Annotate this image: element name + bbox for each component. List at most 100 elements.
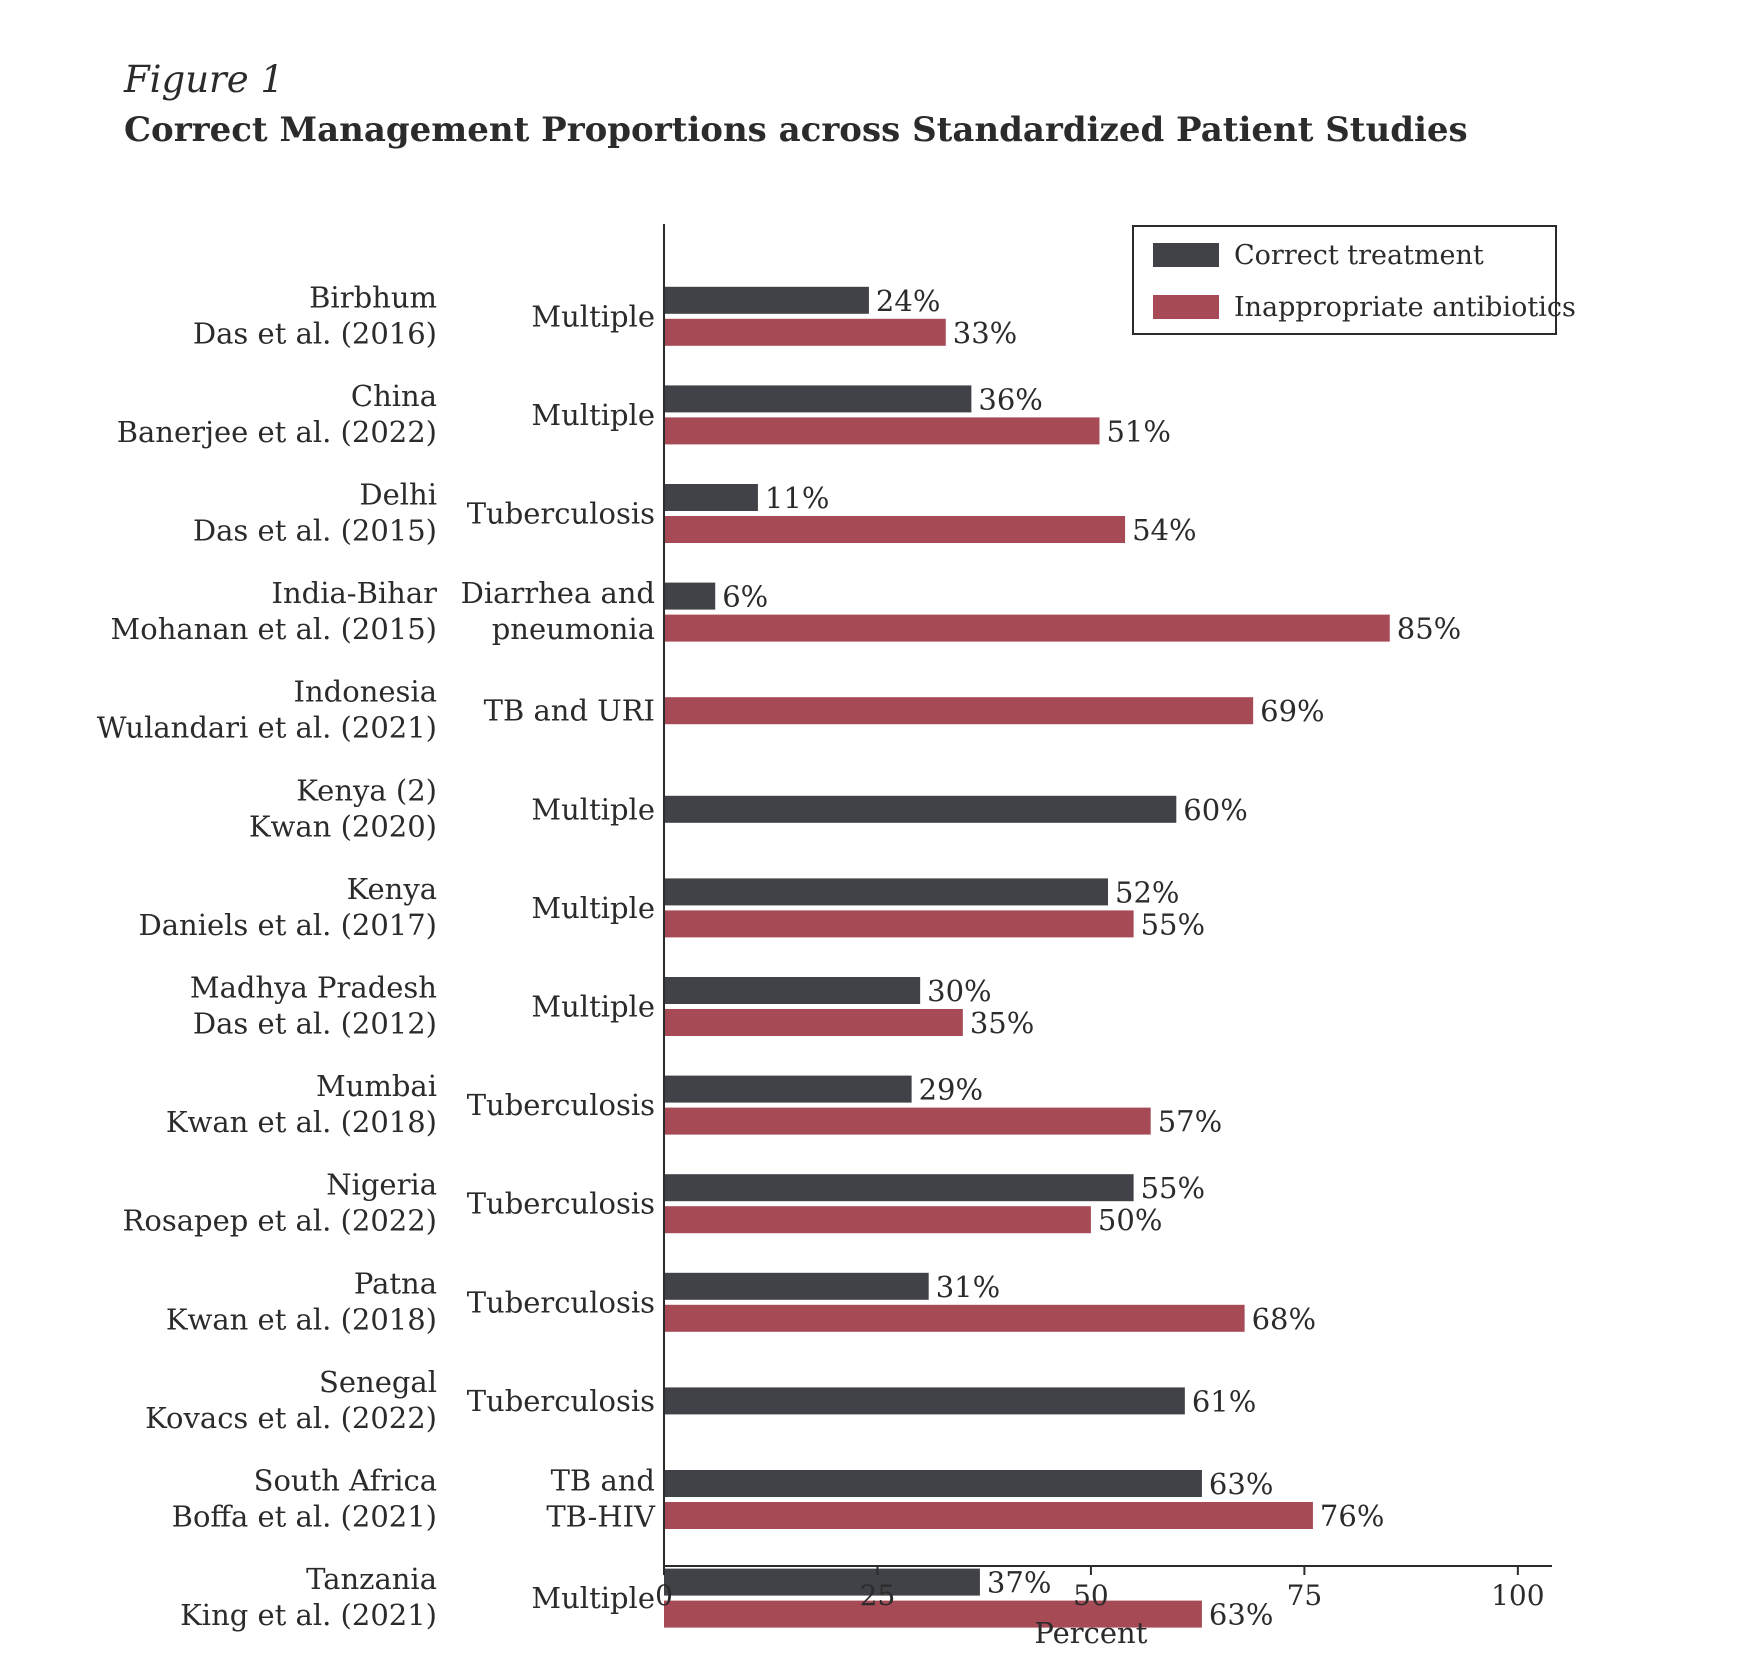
inappropriate-bar xyxy=(664,516,1126,543)
legend-label-correct: Correct treatment xyxy=(1234,240,1484,271)
inappropriate-bar xyxy=(664,697,1254,725)
study-citation-label: Das et al. (2012) xyxy=(193,1007,437,1041)
inappropriate-bar xyxy=(664,1304,1245,1332)
correct-bar xyxy=(664,1174,1134,1202)
study-citation-label: Kwan (2020) xyxy=(249,809,437,843)
study-condition-label: Diarrhea and xyxy=(461,576,655,610)
x-tick-label: 100 xyxy=(1491,1579,1544,1612)
study-citation-label: Banerjee et al. (2022) xyxy=(117,415,437,449)
study-citation-label: Kovacs et al. (2022) xyxy=(145,1401,437,1435)
inappropriate-value-label: 68% xyxy=(1252,1302,1316,1336)
inappropriate-bar xyxy=(664,1009,963,1036)
study-condition-label: Multiple xyxy=(531,398,655,432)
study-citation-label: Kwan et al. (2018) xyxy=(166,1105,437,1139)
correct-value-label: 30% xyxy=(927,974,991,1008)
study-location-label: Delhi xyxy=(359,478,437,512)
correct-bar xyxy=(664,1272,929,1300)
correct-bar xyxy=(664,286,869,314)
figure-title: Correct Management Proportions across St… xyxy=(124,110,1468,150)
correct-bar xyxy=(664,582,716,610)
correct-value-label: 52% xyxy=(1115,875,1179,909)
x-tick-label: 0 xyxy=(655,1579,673,1612)
correct-bar xyxy=(664,878,1108,906)
study-condition-label: Tuberculosis xyxy=(467,1088,655,1122)
study-location-label: Patna xyxy=(354,1266,437,1300)
study-citation-label: Rosapep et al. (2022) xyxy=(123,1204,437,1238)
correct-bar xyxy=(664,1387,1185,1415)
legend-swatch-correct xyxy=(1153,243,1219,267)
study-location-label: Birbhum xyxy=(309,280,437,314)
study-condition-label: TB-HIV xyxy=(546,1500,656,1534)
study-condition-label: Multiple xyxy=(531,891,655,925)
inappropriate-value-label: 54% xyxy=(1132,513,1196,547)
correct-bar xyxy=(664,1470,1202,1497)
correct-value-label: 60% xyxy=(1183,793,1247,827)
inappropriate-bar xyxy=(664,1600,1202,1628)
study-condition-label: Multiple xyxy=(531,990,655,1024)
study-row-5: Kenya (2)Kwan (2020) Multiple 60% xyxy=(249,773,1248,843)
figure-label: Figure 1 xyxy=(124,58,284,101)
correct-bar xyxy=(664,484,758,511)
study-condition-label: Tuberculosis xyxy=(467,1187,655,1221)
study-location-label: Madhya Pradesh xyxy=(190,971,437,1005)
study-location-label: South Africa xyxy=(254,1464,437,1498)
inappropriate-bar xyxy=(664,1107,1151,1135)
correct-value-label: 24% xyxy=(876,284,940,318)
study-citation-label: Wulandari et al. (2021) xyxy=(97,711,437,745)
study-condition-label: Multiple xyxy=(531,1581,655,1615)
study-condition-label: Multiple xyxy=(531,299,655,333)
inappropriate-value-label: 50% xyxy=(1098,1203,1162,1237)
x-tick-label: 25 xyxy=(860,1579,896,1612)
study-condition-label: TB and xyxy=(551,1464,655,1498)
legend-label-inappropriate: Inappropriate antibiotics xyxy=(1234,292,1576,323)
study-citation-label: King et al. (2021) xyxy=(180,1598,437,1632)
study-condition-label: pneumonia xyxy=(492,612,655,646)
correct-value-label: 63% xyxy=(1209,1467,1273,1501)
study-condition-label: Tuberculosis xyxy=(467,1384,655,1418)
inappropriate-value-label: 57% xyxy=(1158,1105,1222,1139)
study-condition-label: Tuberculosis xyxy=(467,497,655,531)
study-citation-label: Das et al. (2016) xyxy=(193,316,437,350)
correct-value-label: 55% xyxy=(1141,1171,1205,1205)
inappropriate-value-label: 51% xyxy=(1106,414,1170,448)
study-location-label: India-Bihar xyxy=(272,576,438,610)
correct-bar xyxy=(664,1568,980,1596)
correct-bar xyxy=(664,385,972,413)
study-condition-label: Tuberculosis xyxy=(467,1285,655,1319)
inappropriate-bar xyxy=(664,1206,1091,1234)
correct-value-label: 36% xyxy=(978,382,1042,416)
inappropriate-value-label: 55% xyxy=(1141,907,1205,941)
correct-value-label: 29% xyxy=(919,1073,983,1107)
inappropriate-bar xyxy=(664,318,946,346)
correct-bar xyxy=(664,977,921,1004)
study-location-label: Kenya xyxy=(347,872,437,906)
chart-axes: 0 25 50 75 100 Percent xyxy=(655,224,1552,1650)
correct-value-label: 31% xyxy=(936,1270,1000,1304)
inappropriate-value-label: 85% xyxy=(1397,612,1461,646)
inappropriate-value-label: 69% xyxy=(1260,694,1324,728)
inappropriate-value-label: 76% xyxy=(1320,1499,1384,1533)
study-location-label: Nigeria xyxy=(326,1168,437,1202)
correct-value-label: 11% xyxy=(765,481,829,515)
study-location-label: Kenya (2) xyxy=(296,773,437,807)
correct-value-label: 37% xyxy=(987,1566,1051,1600)
study-location-label: Tanzania xyxy=(306,1562,437,1596)
chart-legend: Correct treatment Inappropriate antibioti… xyxy=(1132,225,1576,335)
study-citation-label: Mohanan et al. (2015) xyxy=(111,612,437,646)
x-tick-label: 75 xyxy=(1287,1579,1323,1612)
study-location-label: Mumbai xyxy=(316,1069,437,1103)
inappropriate-bar xyxy=(664,614,1390,642)
study-condition-label: TB and URI xyxy=(484,694,655,728)
legend-swatch-inappropriate xyxy=(1153,295,1219,319)
